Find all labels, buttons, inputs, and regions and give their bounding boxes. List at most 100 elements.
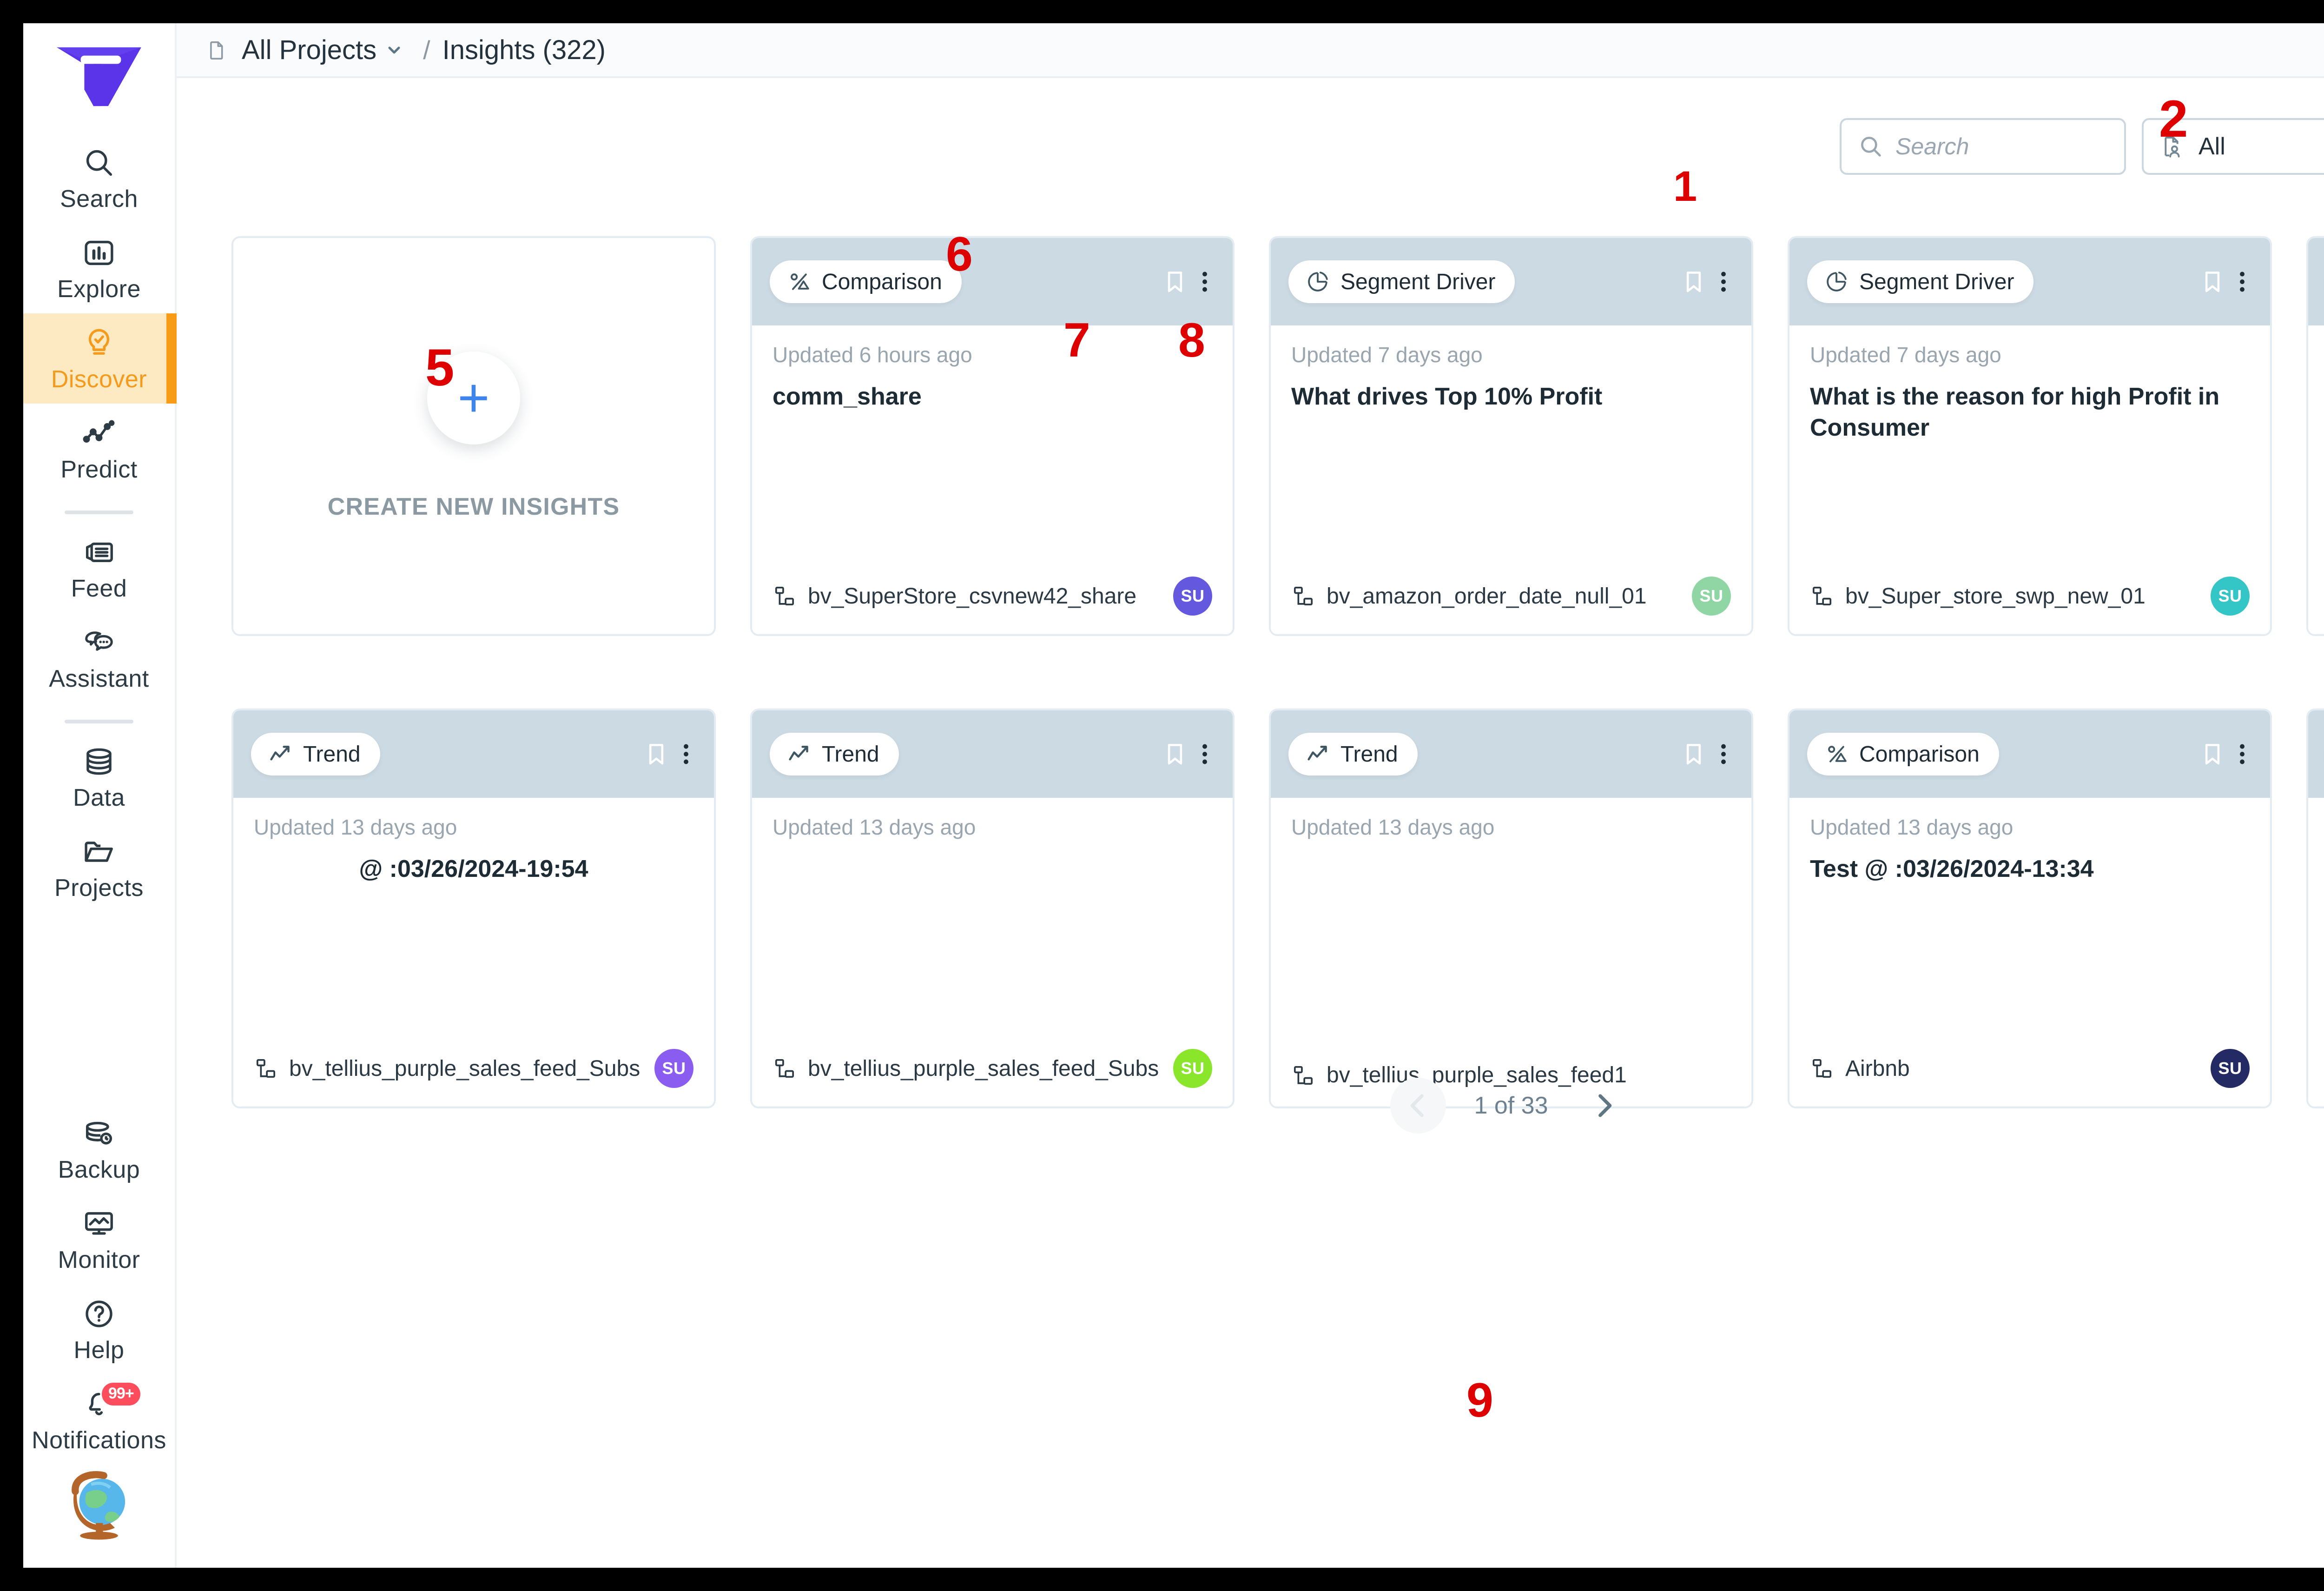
sidebar-item-discover[interactable]: Discover (23, 313, 177, 404)
bookmark-icon[interactable] (1681, 266, 1707, 297)
sidebar-item-monitor[interactable]: Monitor (23, 1194, 175, 1284)
breadcrumb-separator: / (423, 35, 430, 65)
more-vertical-icon[interactable] (1195, 266, 1215, 297)
bookmark-icon[interactable] (1681, 739, 1707, 769)
insight-card[interactable]: Comparison Updated 13 days ago (1788, 709, 2272, 1108)
card-body: Updated 13 days ago @ :03/26/2024-19:54 (233, 798, 714, 1049)
card-title: What drives Top 10% Profit (1291, 383, 1603, 410)
insights-grid: + CREATE NEW INSIGHTS (231, 236, 2324, 1108)
sidebar-item-predict[interactable]: Predict (23, 404, 175, 494)
search-placeholder: Search (1895, 133, 1969, 159)
avatar[interactable]: SU (654, 1049, 693, 1088)
owner-filter-value: All (2199, 133, 2225, 160)
sidebar-item-label: Projects (54, 875, 144, 902)
sidebar-item-assistant[interactable]: Assistant (23, 613, 175, 703)
card-type-badge: Trend (251, 733, 380, 776)
card-footer: bv_tellius_purple_sales_feed_Subs SU (752, 1049, 1233, 1107)
sidebar-item-feed[interactable]: Feed (23, 523, 175, 613)
more-vertical-icon[interactable] (1195, 739, 1215, 769)
sidebar-item-projects[interactable]: Projects (23, 822, 175, 912)
sidebar-item-backup[interactable]: Backup (23, 1104, 175, 1194)
avatar[interactable]: SU (1692, 577, 1731, 616)
card-body: Updated 7 days ago What is the reason fo… (1789, 325, 2270, 577)
sidebar-item-notifications[interactable]: 99+ Notifications (23, 1374, 175, 1465)
insight-card[interactable]: Segment Driver Updated 12 days ag (2306, 236, 2324, 636)
sidebar-item-explore[interactable]: Explore (23, 223, 175, 313)
insight-card[interactable]: Segment Driver Updated 7 days ago (1269, 236, 1753, 636)
card-type-label: Trend (303, 742, 361, 767)
lightbulb-check-icon (81, 325, 117, 361)
pagination-prev-button[interactable] (1390, 1078, 1446, 1134)
more-vertical-icon[interactable] (2232, 266, 2252, 297)
more-vertical-icon[interactable] (1713, 739, 1734, 769)
sidebar-item-label: Help (73, 1337, 125, 1364)
card-updated: Updated 13 days ago (1291, 815, 1495, 839)
notification-badge: 99+ (102, 1383, 140, 1405)
card-title: comm_share (772, 383, 922, 410)
avatar[interactable]: SU (1173, 1049, 1212, 1088)
insight-card[interactable]: Trend Updated 13 days ago (1269, 709, 1753, 1108)
owner-filter-dropdown[interactable]: All (2142, 118, 2324, 175)
card-header: Comparison (1789, 710, 2270, 798)
bookmark-icon[interactable] (643, 739, 669, 769)
card-title: Test @ :03/26/2024-13:34 (1810, 855, 2094, 882)
sidebar-item-label: Feed (71, 575, 127, 602)
dataset-icon (1291, 584, 1315, 608)
card-updated: Updated 13 days ago (772, 815, 976, 839)
card-dataset-name: bv_amazon_order_date_null_01 (1327, 583, 1647, 609)
card-body: Updated 13 days ago (752, 798, 1233, 1049)
bookmark-icon[interactable] (1162, 266, 1188, 297)
sidebar-item-data[interactable]: Data (23, 732, 175, 822)
insight-card[interactable]: Comparison Updated 6 hours ago (750, 236, 1235, 636)
more-vertical-icon[interactable] (676, 739, 696, 769)
trend-up-icon (268, 742, 293, 767)
sidebar-item-help[interactable]: Help (23, 1284, 175, 1374)
create-new-insights-label: CREATE NEW INSIGHTS (327, 493, 620, 520)
pagination-next-button[interactable] (1576, 1078, 1632, 1134)
insight-card[interactable]: Trend Updated 13 days ago (750, 709, 1235, 1108)
avatar[interactable]: SU (1173, 577, 1212, 616)
insight-card[interactable]: Trend Updated 13 days ago (231, 709, 716, 1108)
create-new-insights-card[interactable]: + CREATE NEW INSIGHTS (231, 236, 716, 636)
trend-up-icon (1305, 742, 1330, 767)
pie-chart-icon (1305, 269, 1330, 294)
bookmark-icon[interactable] (1162, 739, 1188, 769)
card-title: What is the reason for high Profit in Co… (1810, 383, 2220, 441)
sidebar-item-label: Monitor (58, 1246, 140, 1273)
search-icon (81, 145, 117, 180)
sidebar-divider (65, 720, 133, 723)
sidebar-divider (65, 510, 133, 514)
bookmark-icon[interactable] (2199, 266, 2225, 297)
card-footer: bv_SuperStore_csvnew42_share SU (752, 577, 1233, 634)
avatar[interactable]: SU (2211, 1049, 2250, 1088)
card-body: Updated 7 days ago What drives Top 10% P… (1271, 325, 1751, 577)
search-input[interactable]: Search (1840, 118, 2126, 175)
sidebar-item-label: Discover (51, 366, 147, 393)
folder-icon (205, 38, 230, 62)
insight-card[interactable]: Comparison Updated 13 days ago (2306, 709, 2324, 1108)
annotation-number-5: 5 (425, 338, 455, 397)
card-body: Updated 13 days ago (1271, 798, 1751, 1062)
avatar[interactable]: SU (2211, 577, 2250, 616)
card-type-label: Comparison (822, 269, 942, 294)
sidebar-item-label: Search (60, 186, 138, 212)
bell-icon (81, 1386, 117, 1422)
plus-icon[interactable]: + (427, 351, 520, 444)
globe-icon[interactable] (59, 1465, 139, 1544)
more-vertical-icon[interactable] (1713, 266, 1734, 297)
insight-card[interactable]: Segment Driver Updated 7 days ago (1788, 236, 2272, 636)
breadcrumb-root[interactable]: All Projects (242, 34, 377, 65)
more-vertical-icon[interactable] (2232, 739, 2252, 769)
card-type-badge: Segment Driver (1288, 260, 1515, 303)
dataset-icon (1810, 584, 1834, 608)
card-footer: bv_bv_Retail_campaigns12435 SU (2308, 577, 2324, 634)
annotation-number-7: 7 (1063, 313, 1090, 367)
card-body: Updated 13 days ago Test @ :03/26/2024-1… (2308, 798, 2324, 1049)
tellius-logo[interactable] (53, 42, 145, 112)
sidebar-item-search[interactable]: Search (23, 133, 175, 223)
card-header: Trend (1271, 710, 1751, 798)
chevron-down-icon[interactable] (385, 40, 403, 59)
card-dataset-name: bv_SuperStore_csvnew42_share (808, 583, 1137, 609)
pie-chart-icon (1824, 269, 1849, 294)
bookmark-icon[interactable] (2199, 739, 2225, 769)
